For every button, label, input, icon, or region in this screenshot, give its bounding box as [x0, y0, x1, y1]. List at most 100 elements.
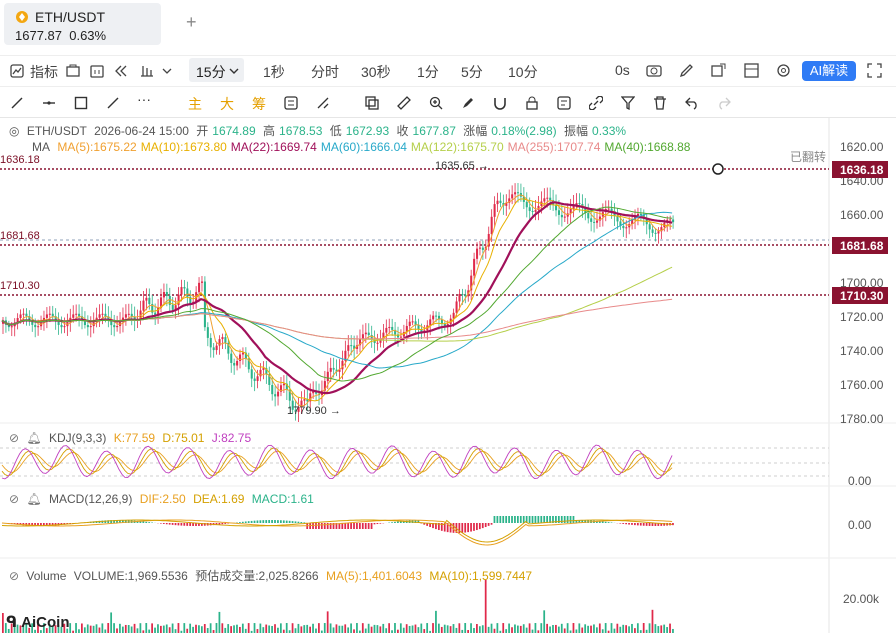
timeframe-1m[interactable]: 1分 [417, 64, 439, 80]
volume-bar [654, 624, 657, 633]
macd-bar [435, 523, 437, 530]
chart-canvas[interactable] [0, 118, 896, 633]
chart-type-icon[interactable] [140, 64, 154, 78]
price-line-label[interactable]: 1636.18 [832, 161, 888, 178]
timeframe-1s[interactable]: 1秒 [263, 64, 285, 80]
indicator-cross-icon[interactable] [316, 96, 330, 110]
volume-bar [619, 626, 622, 633]
large-order-toggle[interactable]: 大 [220, 96, 234, 112]
macd-bar [572, 516, 575, 523]
macd-bar [42, 523, 45, 526]
lock-icon[interactable] [525, 96, 539, 110]
timeframe-10m[interactable]: 10分 [508, 64, 538, 80]
candle-body [350, 345, 353, 347]
highlighter-icon[interactable] [461, 96, 475, 110]
layout-icon[interactable] [744, 63, 759, 78]
symbol-tab[interactable]: ETH/USDT 1677.87 0.63% [4, 3, 161, 45]
price-line-label[interactable]: 1681.68 [832, 237, 888, 254]
indicators-button[interactable]: 指标 [30, 64, 58, 80]
volume-bar [221, 623, 224, 633]
macd-bar [443, 523, 446, 532]
candle-body [297, 407, 300, 412]
redo-icon[interactable] [717, 96, 731, 110]
candle-body [534, 209, 537, 212]
ai-analysis-button[interactable]: AI解读 [802, 61, 856, 81]
volume-bar [657, 626, 660, 633]
camera-icon[interactable] [646, 63, 662, 78]
macd-bar [37, 523, 39, 526]
bell-icon[interactable]: 🔔︎ [26, 492, 42, 506]
price-line-label[interactable]: 1710.30 [832, 287, 888, 304]
macd-bar [566, 516, 569, 523]
new-window-icon[interactable] [711, 63, 726, 78]
horizontal-line-icon[interactable] [42, 96, 56, 110]
ruler-icon[interactable] [397, 96, 411, 110]
trend-line-icon[interactable] [10, 96, 24, 110]
legend-amp-label: 振幅 [564, 124, 589, 138]
price-axis-label: 1660.00 [840, 208, 884, 222]
edit-list-icon[interactable] [557, 96, 571, 110]
volume-bar [37, 623, 39, 633]
chart-area[interactable]: ◎ ETH/USDT 2026-06-24 15:00 开 1674.89 高 16… [0, 118, 896, 633]
rectangle-icon[interactable] [74, 96, 88, 110]
macd-bar [244, 521, 247, 523]
macd-bar [399, 521, 402, 523]
eye-icon[interactable]: ◎ [9, 124, 20, 138]
volume-bar [315, 628, 317, 633]
indicator-icon[interactable] [10, 64, 24, 78]
timeframe-select[interactable]: 15分 [189, 58, 244, 82]
timeframe-30s[interactable]: 30秒 [361, 64, 391, 80]
candle-body [7, 324, 10, 328]
macd-bar [28, 523, 31, 526]
exchange-icon[interactable] [284, 96, 298, 110]
volume-bar [2, 613, 4, 633]
macd-bar [51, 523, 54, 526]
candle-body [361, 334, 364, 340]
more-tools-icon[interactable]: ··· [137, 91, 151, 107]
timeframe-timeline[interactable]: 分时 [311, 64, 339, 80]
rewind-icon[interactable] [114, 64, 128, 78]
timeframe-5m[interactable]: 5分 [461, 64, 483, 80]
brush-icon[interactable] [106, 96, 120, 110]
zero-s-button[interactable]: 0s [615, 62, 630, 78]
macd-bar [546, 516, 549, 523]
zoom-in-icon[interactable] [429, 96, 443, 110]
volume-bar [528, 623, 531, 633]
settings-gear-icon[interactable] [776, 63, 791, 78]
pen-icon[interactable] [679, 63, 694, 78]
collapse-icon[interactable]: ⊘ [9, 492, 20, 506]
ma-legend-item: MA(60):1666.04 [320, 140, 407, 154]
candle-body [385, 327, 388, 333]
candle-body [508, 198, 511, 203]
collapse-icon[interactable]: ⊘ [9, 569, 20, 583]
undo-icon[interactable] [685, 96, 699, 110]
add-tab-button[interactable]: + [186, 12, 197, 32]
macd-bar [183, 523, 186, 526]
template-icon[interactable] [66, 64, 80, 78]
macd-bar [452, 523, 455, 533]
chip-toggle[interactable]: 筹 [252, 96, 266, 112]
fullscreen-icon[interactable] [867, 63, 882, 78]
copy-icon[interactable] [365, 96, 379, 110]
macd-bar [364, 523, 367, 529]
candle-body [487, 233, 490, 247]
collapse-icon[interactable]: ⊘ [9, 431, 20, 445]
macd-bar [440, 523, 443, 531]
calendar-icon[interactable] [90, 64, 104, 78]
candle-body [657, 231, 660, 234]
candle-body [625, 227, 628, 229]
link-icon[interactable] [589, 96, 603, 110]
filter-icon[interactable] [621, 96, 635, 110]
volume-bar [291, 623, 294, 633]
volume-bar [168, 627, 171, 633]
volume-bar [514, 624, 516, 633]
candle-body [399, 336, 402, 338]
macd-bar [259, 520, 262, 523]
chevron-down-icon[interactable] [162, 66, 172, 76]
magnet-icon[interactable] [493, 96, 507, 110]
volume-bar [271, 625, 273, 633]
trash-icon[interactable] [653, 96, 667, 110]
main-chart-toggle[interactable]: 主 [188, 96, 202, 112]
bell-icon[interactable]: 🔔︎ [26, 431, 42, 445]
macd-bar [174, 523, 177, 526]
